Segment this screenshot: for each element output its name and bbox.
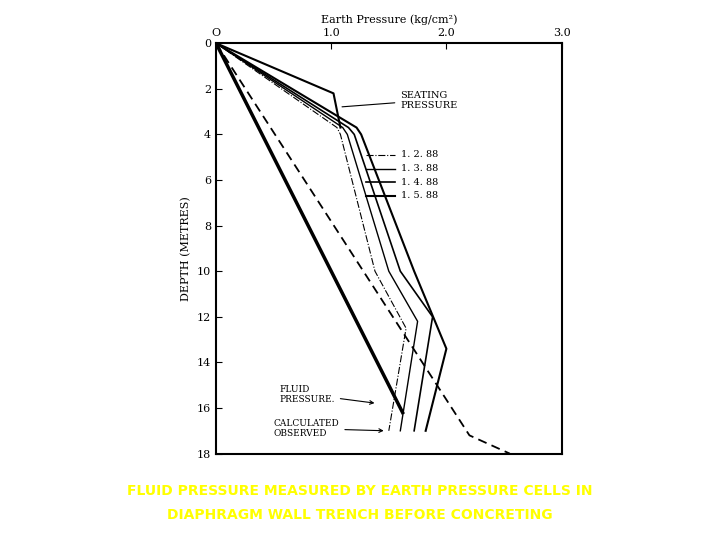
Text: 1. 2. 88: 1. 2. 88 xyxy=(402,151,438,159)
Text: 1. 3. 88: 1. 3. 88 xyxy=(402,164,438,173)
Y-axis label: DEPTH (METRES): DEPTH (METRES) xyxy=(181,196,192,301)
Text: FLUID PRESSURE MEASURED BY EARTH PRESSURE CELLS IN: FLUID PRESSURE MEASURED BY EARTH PRESSUR… xyxy=(127,484,593,498)
X-axis label: Earth Pressure (kg/cm²): Earth Pressure (kg/cm²) xyxy=(320,14,457,25)
Text: CALCULATED
OBSERVED: CALCULATED OBSERVED xyxy=(274,419,382,438)
Text: DIAPHRAGM WALL TRENCH BEFORE CONCRETING: DIAPHRAGM WALL TRENCH BEFORE CONCRETING xyxy=(167,508,553,522)
Text: 1. 5. 88: 1. 5. 88 xyxy=(402,192,438,200)
Text: FLUID
PRESSURE.: FLUID PRESSURE. xyxy=(279,384,373,404)
Text: SEATING
PRESSURE: SEATING PRESSURE xyxy=(342,91,458,110)
Text: 1. 4. 88: 1. 4. 88 xyxy=(402,178,438,187)
